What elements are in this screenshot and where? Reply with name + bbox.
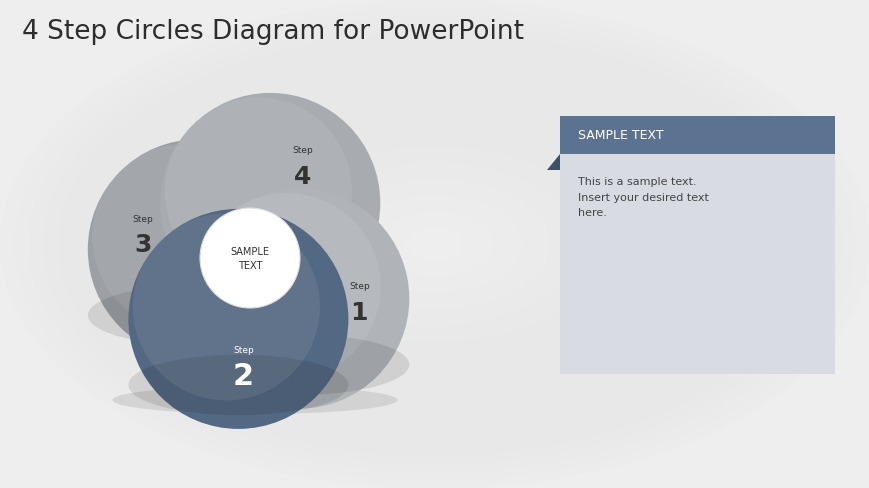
Circle shape [194, 194, 381, 380]
FancyBboxPatch shape [560, 117, 834, 155]
Text: 2: 2 [233, 362, 254, 390]
Ellipse shape [304, 171, 565, 318]
Ellipse shape [217, 122, 652, 366]
Polygon shape [547, 155, 560, 171]
Ellipse shape [376, 212, 493, 277]
Text: 3: 3 [134, 233, 151, 257]
Ellipse shape [246, 139, 623, 350]
Ellipse shape [319, 180, 550, 309]
Ellipse shape [160, 239, 380, 300]
Ellipse shape [275, 155, 594, 334]
Ellipse shape [232, 131, 637, 358]
Ellipse shape [116, 65, 753, 424]
Text: 1: 1 [350, 300, 368, 324]
Ellipse shape [406, 228, 463, 261]
Circle shape [129, 209, 348, 429]
Ellipse shape [43, 25, 826, 464]
Circle shape [88, 140, 308, 360]
Ellipse shape [112, 386, 397, 414]
Ellipse shape [159, 90, 710, 399]
Ellipse shape [174, 98, 695, 391]
Ellipse shape [72, 41, 797, 448]
Circle shape [164, 98, 351, 285]
Ellipse shape [102, 58, 767, 431]
Ellipse shape [189, 106, 680, 383]
Text: SAMPLE TEXT: SAMPLE TEXT [577, 129, 663, 142]
Ellipse shape [145, 82, 724, 407]
Circle shape [189, 189, 408, 409]
Ellipse shape [420, 236, 449, 253]
Text: Step: Step [348, 282, 369, 290]
Ellipse shape [189, 335, 408, 395]
Ellipse shape [29, 17, 840, 472]
Text: Step: Step [132, 214, 153, 224]
Circle shape [92, 144, 279, 331]
Circle shape [160, 94, 380, 313]
Text: SAMPLE
TEXT: SAMPLE TEXT [230, 246, 269, 270]
Ellipse shape [202, 114, 667, 375]
Text: Step: Step [233, 346, 254, 355]
Circle shape [133, 214, 320, 401]
Text: 4 Step Circles Diagram for PowerPoint: 4 Step Circles Diagram for PowerPoint [22, 19, 523, 45]
Ellipse shape [129, 355, 348, 415]
Text: Step: Step [292, 146, 312, 155]
FancyBboxPatch shape [560, 155, 834, 374]
Ellipse shape [289, 163, 580, 326]
Ellipse shape [87, 49, 782, 440]
Ellipse shape [130, 74, 739, 415]
Circle shape [200, 208, 300, 308]
Ellipse shape [261, 147, 608, 342]
Ellipse shape [391, 220, 478, 269]
Ellipse shape [58, 33, 811, 456]
Ellipse shape [333, 187, 536, 302]
Ellipse shape [88, 285, 308, 346]
Ellipse shape [362, 204, 507, 285]
Text: 4: 4 [293, 164, 310, 188]
Ellipse shape [348, 196, 521, 293]
Text: This is a sample text.
Insert your desired text
here.: This is a sample text. Insert your desir… [577, 177, 708, 218]
Ellipse shape [15, 9, 854, 480]
